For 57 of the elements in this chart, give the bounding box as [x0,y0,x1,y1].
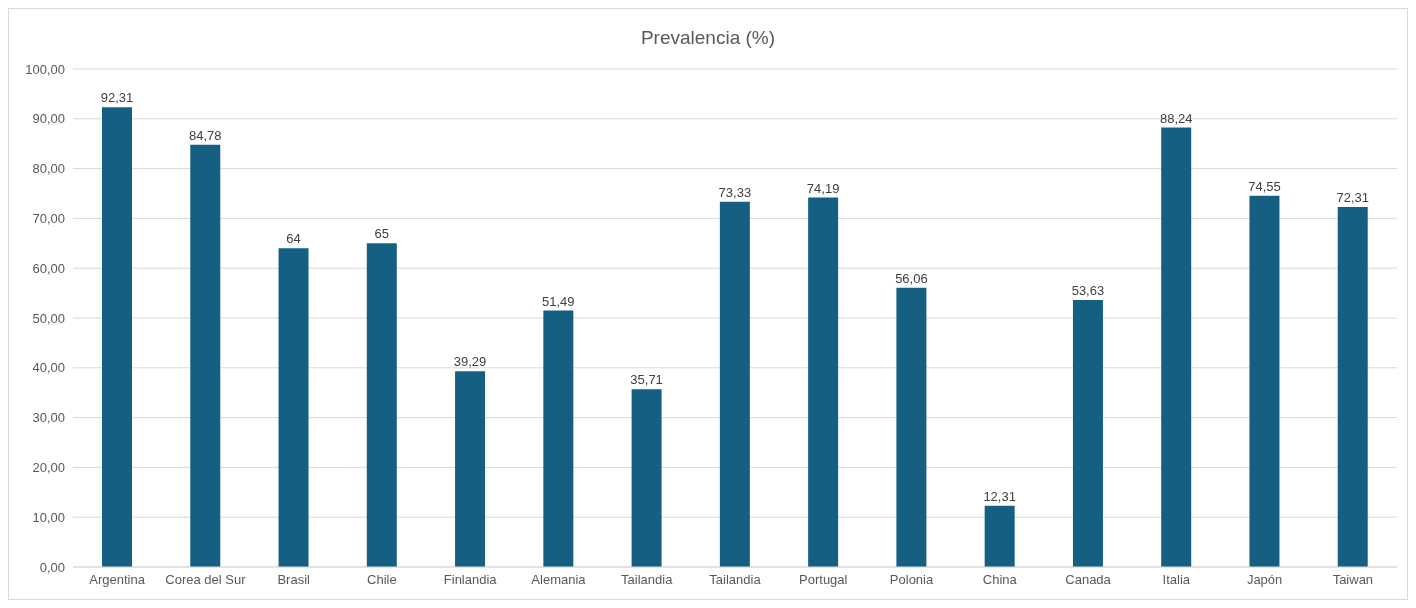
bar [808,197,839,567]
data-label: 39,29 [453,354,487,370]
bar [719,201,750,567]
bar [190,144,221,567]
data-label: 56,06 [895,270,928,286]
x-tick-label: China [982,572,1018,588]
y-tick-label: 50,00 [32,310,65,326]
y-tick-label: 70,00 [32,211,65,227]
y-tick-label: 80,00 [32,161,65,177]
x-tick-label: Portugal [799,572,848,588]
bar [455,371,486,567]
y-tick-label: 100,00 [25,61,65,77]
data-label: 53,63 [1071,282,1105,298]
x-tick-label: Japón [1246,572,1283,588]
data-label: 72,31 [1336,189,1370,205]
y-tick-label: 10,00 [32,509,65,525]
bar [278,248,309,567]
x-tick-label: Italia [1162,572,1191,588]
x-tick-label: Alemania [531,572,587,588]
x-tick-label: Finlandia [443,572,498,588]
data-label: 65 [374,226,390,242]
data-label: 92,31 [100,90,134,106]
x-tick-label: Tailandia [709,572,762,588]
data-label: 12,31 [983,488,1016,504]
x-tick-label: Brasil [277,572,311,588]
data-label: 35,71 [630,372,663,388]
data-label: 88,24 [1159,110,1193,126]
bar [102,107,132,567]
data-label: 73,33 [718,184,752,200]
chart-title: Prevalencia (%) [639,26,777,50]
y-tick-label: 40,00 [32,360,65,376]
bar [896,287,927,567]
bar [1161,127,1192,567]
y-tick-label: 30,00 [32,410,65,426]
x-tick-label: Canada [1065,572,1112,588]
bar [543,310,574,567]
y-tick-label: 0,00 [39,559,65,575]
data-label: 51,49 [542,293,575,309]
y-tick-label: 90,00 [32,111,65,127]
data-label: 84,78 [188,127,222,143]
x-tick-label: Argentina [89,572,146,588]
bar [631,389,662,567]
x-tick-label: Chile [367,572,397,588]
bar [1072,299,1103,567]
bar [1337,206,1368,567]
bar [366,243,397,567]
data-label: 74,55 [1248,178,1281,194]
y-tick-label: 20,00 [32,460,65,476]
x-tick-label: Tailandia [621,572,674,588]
bar [984,505,1015,567]
x-tick-label: Corea del Sur [165,572,247,588]
y-tick-label: 60,00 [32,260,65,276]
x-tick-label: Polonia [889,572,934,588]
data-label: 74,19 [806,180,840,196]
x-tick-label: Taiwan [1332,572,1374,588]
data-label: 64 [286,231,301,247]
bar [1249,195,1280,567]
